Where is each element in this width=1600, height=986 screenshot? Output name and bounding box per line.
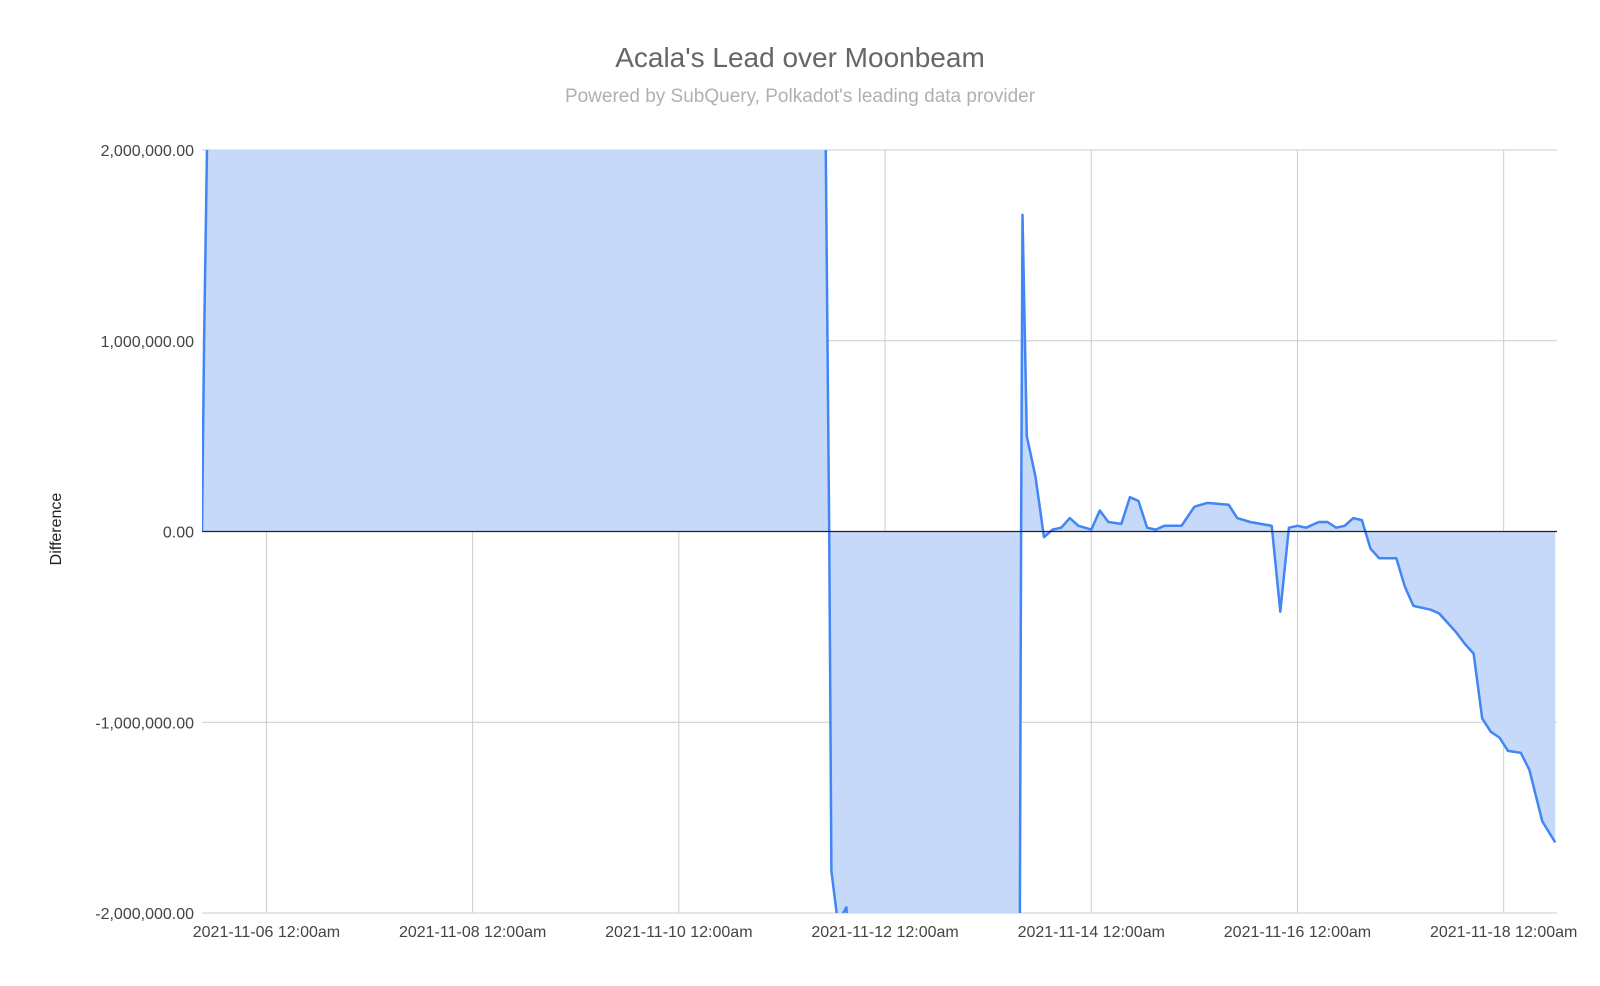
series-line — [202, 150, 1557, 913]
x-tick-label: 2021-11-12 12:00am — [811, 924, 958, 941]
x-tick-label: 2021-11-18 12:00am — [1430, 924, 1577, 941]
x-tick-label: 2021-11-14 12:00am — [1018, 924, 1165, 941]
y-tick-label: -1,000,000.00 — [95, 715, 194, 732]
y-tick-label: -2,000,000.00 — [95, 906, 194, 923]
chart-subtitle: Powered by SubQuery, Polkadot's leading … — [564, 86, 1036, 107]
y-tick-label: 1,000,000.00 — [101, 334, 195, 351]
axes: 2,000,000.00 1,000,000.00 0.00 -1,000,000.0… — [95, 143, 1577, 941]
series-area — [202, 150, 1556, 913]
chart-title: Acala's Lead over Moonbeam — [615, 42, 985, 73]
plot-area — [202, 150, 1557, 913]
x-tick-label: 2021-11-16 12:00am — [1224, 924, 1371, 941]
y-tick-label: 2,000,000.00 — [101, 143, 195, 160]
x-tick-label: 2021-11-06 12:00am — [193, 924, 340, 941]
x-tick-label: 2021-11-10 12:00am — [605, 924, 752, 941]
y-tick-label: 0.00 — [163, 525, 194, 542]
x-tick-label: 2021-11-08 12:00am — [399, 924, 546, 941]
